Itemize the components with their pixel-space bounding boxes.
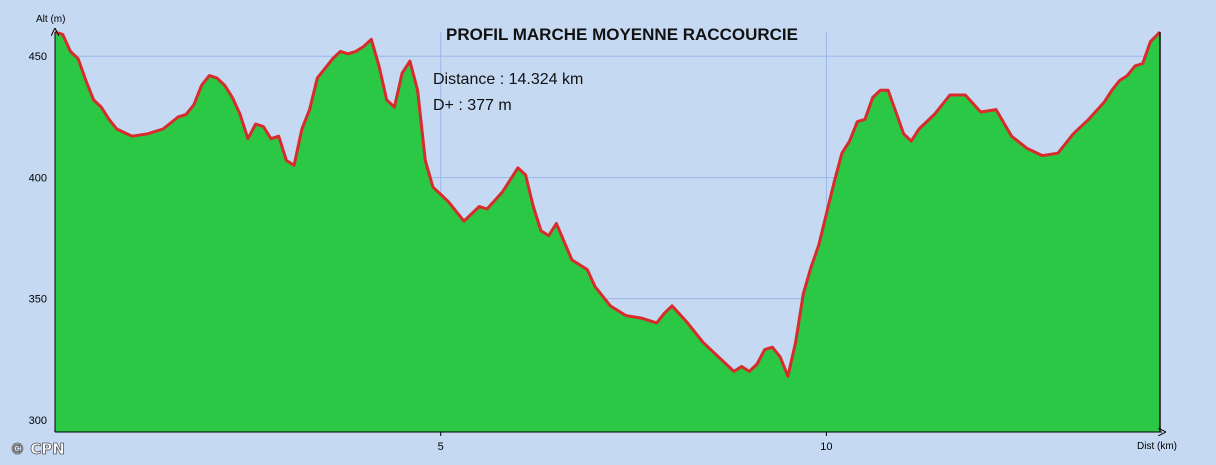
watermark-logo: © CPN: [10, 440, 65, 458]
elevation-line: [54, 30, 1162, 378]
elevation-gain-annotation: D+ : 377 m: [433, 97, 512, 114]
y-tick-label: 350: [29, 294, 47, 306]
distance-annotation: Distance : 14.324 km: [433, 71, 583, 88]
tick-labels: 300 350 400 450 5 10: [29, 51, 833, 453]
y-tick-label: 300: [29, 415, 47, 427]
chart-title: PROFIL MARCHE MOYENNE RACCOURCIE: [446, 25, 798, 44]
x-tick-label: 5: [438, 441, 444, 453]
y-tick-label: 450: [29, 51, 47, 63]
elevation-area: [54, 30, 1162, 432]
elevation-fill: [55, 32, 1160, 432]
x-tick-label: 10: [820, 441, 832, 453]
y-tick-label: 400: [29, 172, 47, 184]
y-axis-title: Alt (m): [36, 14, 65, 25]
x-axis-title: Dist (km): [1137, 441, 1177, 452]
axes: [55, 32, 1162, 436]
